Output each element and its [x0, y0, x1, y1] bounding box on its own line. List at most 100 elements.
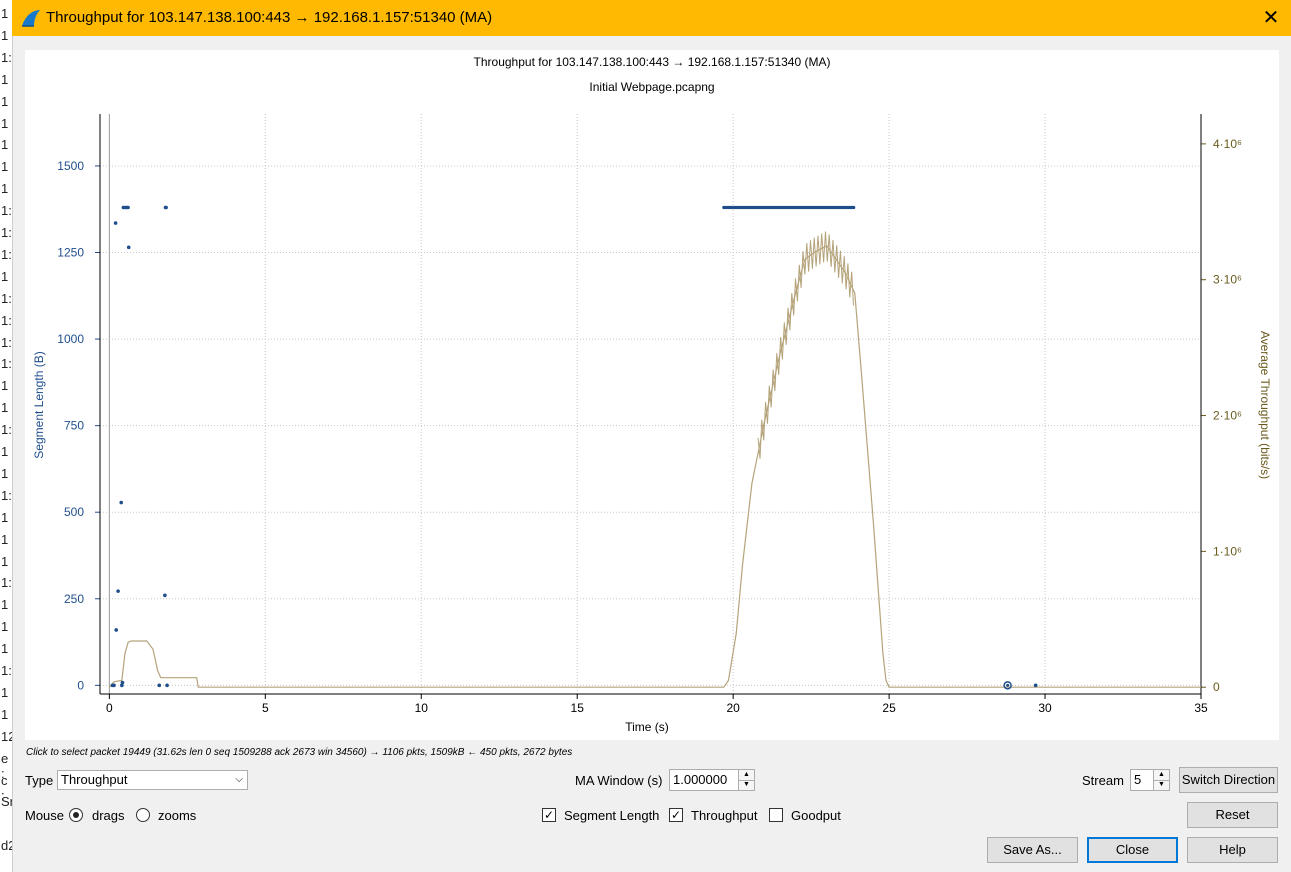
throughput-graph[interactable]: 0 5 10 15 20 25 30 35 0 250 500 750 1000 1250 1500 0 1·1… — [25, 50, 1279, 740]
throughput-checkbox[interactable]: ✓ — [669, 808, 683, 822]
background-strip-text: 1: — [1, 225, 12, 240]
background-strip-text: 1 — [1, 115, 9, 131]
goodput-label[interactable]: Goodput — [791, 808, 841, 823]
stream-label: Stream — [1082, 773, 1124, 788]
background-strip-text: 1: — [1, 334, 12, 350]
chevron-down-icon: ⌵ — [235, 774, 243, 785]
background-strip-text: 1: — [1, 487, 12, 503]
x-tick-label: 25 — [882, 701, 896, 715]
x-tick-label: 20 — [726, 701, 740, 715]
background-strip-text: 1: — [1, 203, 12, 219]
background-strip-text: c : — [1, 772, 8, 803]
zooms-radio[interactable] — [136, 808, 150, 822]
save-as-button[interactable]: Save As... — [987, 837, 1078, 863]
segment-point — [114, 628, 119, 632]
drags-radio[interactable] — [69, 808, 83, 822]
help-button[interactable]: Help — [1187, 837, 1278, 863]
segment-point — [120, 680, 125, 685]
y-right-tick-label: 3·10⁶ — [1213, 273, 1242, 287]
type-label: Type — [25, 773, 54, 788]
background-strip-text: 1: — [1, 312, 12, 328]
background-strip-text: d2 — [1, 838, 12, 854]
ma-window-spinbox[interactable]: 1.000000 ▲ ▼ — [669, 769, 755, 791]
mouse-label: Mouse — [25, 808, 65, 823]
background-strip-text: 1 — [1, 597, 9, 613]
y-axis-left-label: Segment Length (B) — [32, 351, 46, 458]
x-tick-label: 10 — [415, 701, 429, 715]
segment-point — [126, 245, 131, 250]
spin-down-icon[interactable]: ▼ — [743, 781, 750, 788]
background-strip-text: 1 — [1, 181, 9, 197]
x-axis-label: Time (s) — [625, 720, 669, 734]
background-strip-text: 1 — [1, 6, 9, 21]
y-left-tick-label: 500 — [64, 505, 84, 519]
segment-point — [113, 221, 118, 225]
ma-window-value: 1.000000 — [673, 772, 728, 787]
background-strip-text: 1: — [1, 290, 12, 306]
background-strip-text: 1: — [1, 663, 12, 678]
background-strip-text: 1: — [1, 356, 12, 372]
window-close-icon[interactable]: ✕ — [1262, 7, 1280, 29]
segment-point — [112, 683, 116, 688]
segment-length-checkbox[interactable]: ✓ — [542, 808, 556, 822]
throughput-oscillation-line — [757, 231, 854, 459]
window-title: Throughput for 103.147.138.100:443 → 192… — [46, 9, 493, 26]
segment-point — [852, 205, 856, 210]
y-right-tick-label: 0 — [1213, 680, 1220, 694]
graph-area[interactable]: 0 5 10 15 20 25 30 35 0 250 500 750 1000 1250 1500 0 1·1… — [25, 50, 1279, 740]
background-strip-text: 1 — [1, 137, 9, 153]
wireshark-fin-icon — [22, 10, 40, 27]
reset-button[interactable]: Reset — [1187, 802, 1278, 828]
y-left-tick-label: 0 — [77, 678, 84, 692]
background-strip-text: e : — [1, 750, 9, 781]
y-left-tick-label: 250 — [64, 592, 84, 606]
y-right-tick-label: 1·10⁶ — [1213, 544, 1242, 558]
background-strip-text: 1 — [1, 553, 9, 569]
background-window-strip: 1 1 1: 1 1 1 1 1 1 1: 1: 1: 1 1: 1: 1: 1: 1 1 1: 1 1 1: 1 1 1 1: 1 1… — [0, 0, 13, 872]
segment-point — [163, 593, 167, 598]
switch-direction-button[interactable]: Switch Direction — [1179, 767, 1278, 793]
type-select[interactable]: Throughput ⌵ — [57, 770, 248, 790]
chart-subtitle: Initial Webpage.pcapng — [589, 80, 714, 94]
selected-packet-point — [1006, 683, 1010, 687]
background-strip-text: 1 — [1, 509, 9, 525]
x-tick-label: 30 — [1038, 701, 1052, 715]
type-select-value: Throughput — [61, 772, 128, 787]
chart-title: Throughput for 103.147.138.100:443 → 192… — [474, 55, 831, 69]
background-strip-text: 1 — [1, 400, 9, 416]
background-strip-text: 1 — [1, 641, 9, 657]
spin-up-icon[interactable]: ▲ — [1154, 770, 1169, 781]
background-strip-text: 1 — [1, 531, 9, 547]
y-left-tick-label: 1250 — [57, 246, 84, 260]
background-strip-text: 1 — [1, 465, 9, 481]
x-tick-label: 0 — [106, 701, 113, 715]
spin-down-icon[interactable]: ▼ — [1158, 781, 1165, 788]
y-right-tick-label: 4·10⁶ — [1213, 137, 1242, 151]
segment-point — [119, 500, 124, 505]
spin-up-icon[interactable]: ▲ — [739, 770, 754, 781]
drags-label[interactable]: drags — [92, 808, 125, 823]
segment-point — [165, 683, 169, 688]
segment-length-label[interactable]: Segment Length — [564, 808, 660, 823]
y-left-tick-label: 1000 — [57, 332, 84, 346]
background-strip-text: 12 — [1, 728, 12, 744]
throughput-series-line — [108, 245, 1201, 688]
background-strip-text: 1: — [1, 246, 12, 262]
ma-window-label: MA Window (s) — [575, 773, 663, 788]
close-button[interactable]: Close — [1087, 837, 1178, 863]
zooms-label[interactable]: zooms — [158, 808, 197, 823]
background-strip-text: 1 — [1, 619, 9, 635]
stream-spinbox[interactable]: 5 ▲ ▼ — [1130, 769, 1170, 791]
background-strip-text: 1 — [1, 27, 9, 43]
background-strip-text: 1: — [1, 49, 12, 65]
background-strip-text: 1: — [1, 422, 12, 438]
grid-lines — [100, 114, 1202, 694]
y-axis-right-label: Average Throughput (bits/s) — [1258, 331, 1272, 479]
title-bar: Throughput for 103.147.138.100:443 → 192… — [12, 0, 1291, 36]
background-strip-text: 1 — [1, 93, 9, 109]
stream-value: 5 — [1134, 772, 1142, 787]
goodput-checkbox[interactable] — [769, 808, 783, 822]
background-strip-text: 1 — [1, 159, 9, 175]
throughput-label[interactable]: Throughput — [691, 808, 758, 823]
segment-point — [126, 205, 130, 210]
